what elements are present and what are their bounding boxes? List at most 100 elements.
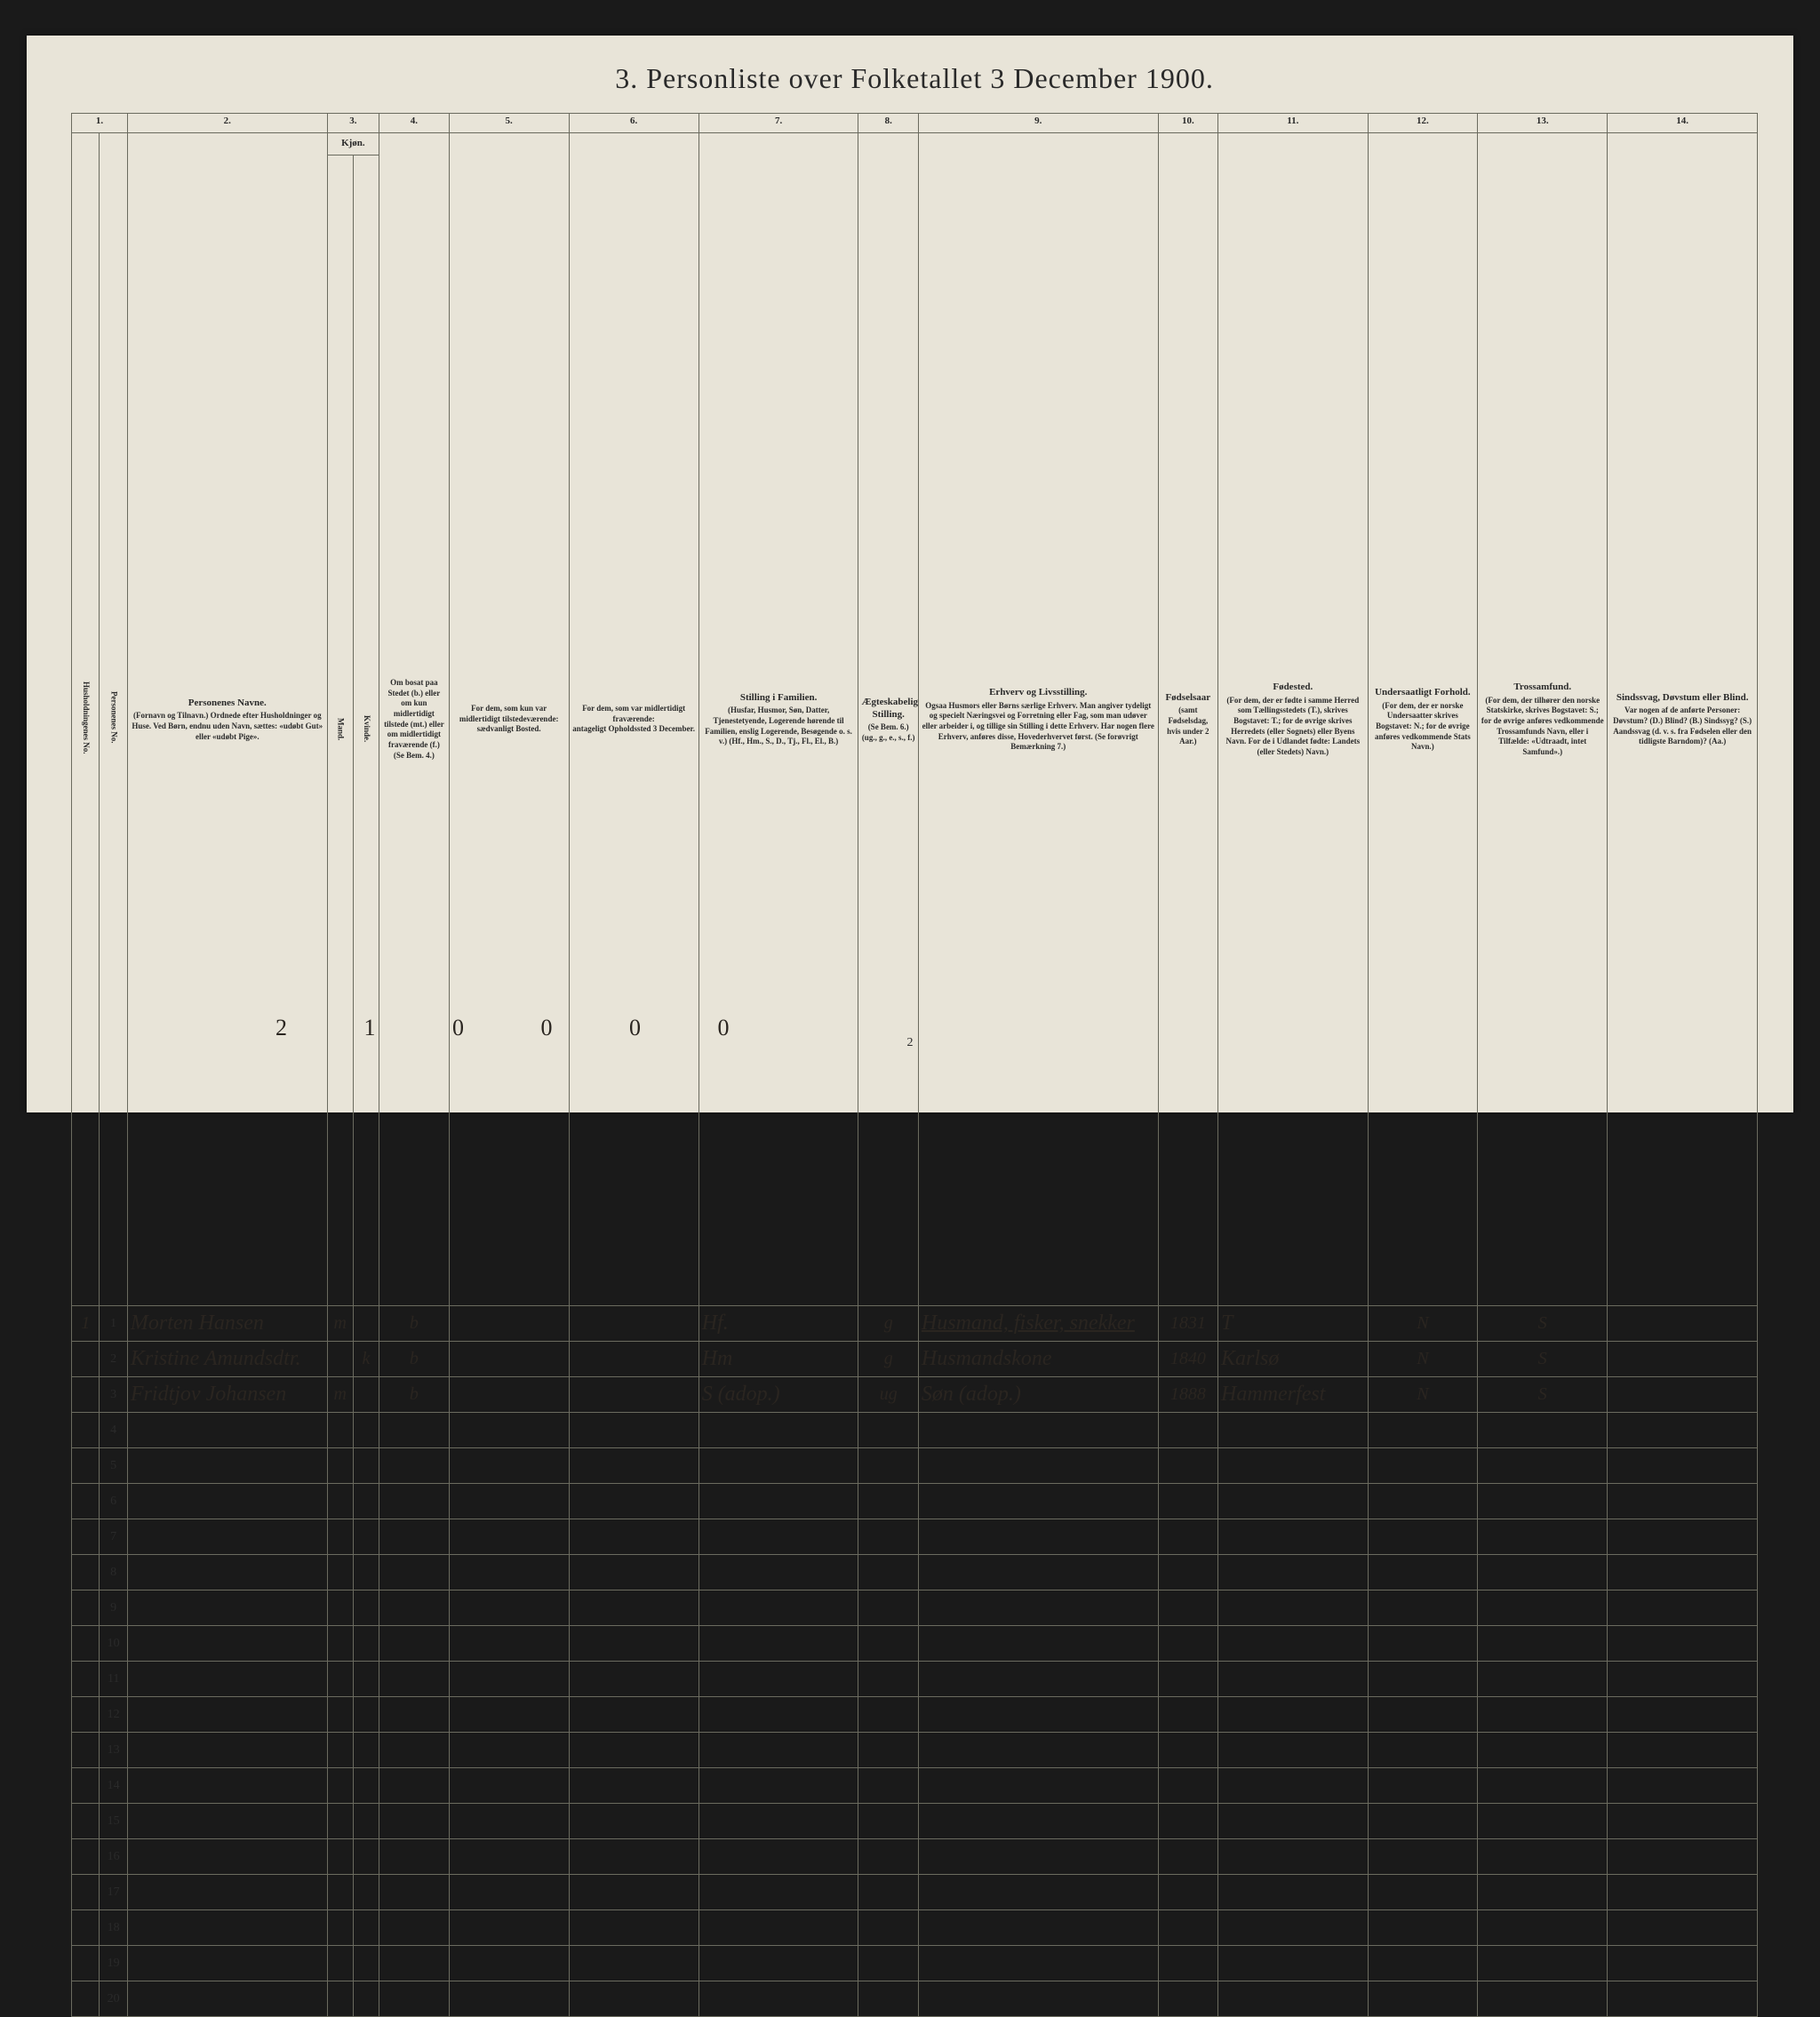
cell-birth-year [1158, 1733, 1217, 1768]
cell-subject [1368, 1519, 1478, 1555]
cell-name [127, 1590, 327, 1626]
cell-occupation [918, 1413, 1158, 1448]
cell-birthplace: Hammerfest [1218, 1377, 1369, 1413]
col-num: 14. [1608, 114, 1758, 133]
table-row: 16 [72, 1839, 1758, 1875]
cell-household-no [72, 1342, 100, 1377]
cell-disability [1608, 1555, 1758, 1590]
cell-household-no [72, 1875, 100, 1910]
cell-temp-present [449, 1697, 569, 1733]
cell-person-no: 9 [100, 1590, 127, 1626]
cell-sex-m [327, 1839, 353, 1875]
col-num: 12. [1368, 114, 1478, 133]
cell-residence [379, 1484, 450, 1519]
cell-sex-m [327, 1768, 353, 1804]
cell-occupation [918, 1590, 1158, 1626]
cell-sex-k [353, 1377, 379, 1413]
cell-subject [1368, 1768, 1478, 1804]
cell-marital [858, 1626, 918, 1662]
cell-person-no: 19 [100, 1946, 127, 1981]
cell-disability [1608, 1448, 1758, 1484]
cell-sex-k [353, 1733, 379, 1768]
cell-sex-m [327, 1875, 353, 1910]
cell-residence [379, 1733, 450, 1768]
cell-person-no: 17 [100, 1875, 127, 1910]
cell-temp-present [449, 1804, 569, 1839]
hdr-family-position: Stilling i Familien. (Husfar, Husmor, Sø… [698, 133, 858, 1306]
cell-birthplace [1218, 1662, 1369, 1697]
cell-temp-present [449, 1590, 569, 1626]
cell-sex-m [327, 1448, 353, 1484]
cell-disability [1608, 1377, 1758, 1413]
table-row: 2Kristine Amundsdtr.kbHmgHusmandskone184… [72, 1342, 1758, 1377]
table-row: 13 [72, 1733, 1758, 1768]
cell-sex-k [353, 1697, 379, 1733]
cell-marital: g [858, 1306, 918, 1342]
cell-household-no: 1 [72, 1306, 100, 1342]
hdr-marital: Ægteskabelig Stilling. (Se Bem. 6.) (ug.… [858, 133, 918, 1306]
cell-temp-absent [569, 1413, 698, 1448]
col-num: 4. [379, 114, 450, 133]
header-row: Husholdningenes No. Personenes No. Perso… [72, 133, 1758, 155]
column-number-row: 1.2.3.4.5.6.7.8.9.10.11.12.13.14. [72, 114, 1758, 133]
cell-residence [379, 1555, 450, 1590]
cell-marital [858, 1555, 918, 1590]
cell-residence [379, 1662, 450, 1697]
cell-disability [1608, 1804, 1758, 1839]
cell-faith: S [1478, 1377, 1608, 1413]
cell-birth-year: 1840 [1158, 1342, 1217, 1377]
cell-sex-k [353, 1626, 379, 1662]
cell-birthplace [1218, 1804, 1369, 1839]
cell-family-position [698, 1910, 858, 1946]
cell-sex-m [327, 1662, 353, 1697]
cell-family-position [698, 1875, 858, 1910]
cell-name [127, 1626, 327, 1662]
cell-temp-absent [569, 1875, 698, 1910]
table-row: 17 [72, 1875, 1758, 1910]
cell-birth-year [1158, 1768, 1217, 1804]
cell-person-no: 18 [100, 1910, 127, 1946]
cell-family-position: Hf. [698, 1306, 858, 1342]
cell-residence [379, 1768, 450, 1804]
footer-tallies: 2 1 0 0 0 0 [275, 1015, 765, 1041]
cell-subject [1368, 1555, 1478, 1590]
table-row: 10 [72, 1626, 1758, 1662]
cell-sex-k: k [353, 1342, 379, 1377]
cell-sex-m: m [327, 1306, 353, 1342]
cell-temp-present [449, 1377, 569, 1413]
cell-temp-absent [569, 1910, 698, 1946]
cell-temp-absent [569, 1626, 698, 1662]
table-row: 6 [72, 1484, 1758, 1519]
table-row: 15 [72, 1804, 1758, 1839]
cell-occupation [918, 1733, 1158, 1768]
cell-birth-year [1158, 1662, 1217, 1697]
cell-birthplace [1218, 1519, 1369, 1555]
cell-subject [1368, 1662, 1478, 1697]
cell-name [127, 1555, 327, 1590]
cell-subject [1368, 1590, 1478, 1626]
cell-birthplace [1218, 1697, 1369, 1733]
cell-family-position [698, 1946, 858, 1981]
cell-temp-present [449, 1875, 569, 1910]
cell-temp-present [449, 1342, 569, 1377]
cell-temp-present [449, 1484, 569, 1519]
cell-name [127, 1413, 327, 1448]
cell-family-position [698, 1697, 858, 1733]
cell-disability [1608, 1662, 1758, 1697]
cell-household-no [72, 1555, 100, 1590]
cell-household-no [72, 1590, 100, 1626]
cell-residence: b [379, 1306, 450, 1342]
hdr-sex-m: Mand. [327, 155, 353, 1306]
cell-faith [1478, 1839, 1608, 1875]
cell-person-no: 12 [100, 1697, 127, 1733]
cell-occupation [918, 1804, 1158, 1839]
cell-birthplace [1218, 1733, 1369, 1768]
cell-person-no: 13 [100, 1733, 127, 1768]
hdr-name: Personenes Navne. (Fornavn og Tilnavn.) … [127, 133, 327, 1306]
cell-marital [858, 1910, 918, 1946]
cell-marital [858, 1768, 918, 1804]
cell-disability [1608, 1910, 1758, 1946]
cell-marital [858, 1875, 918, 1910]
table-row: 11 [72, 1662, 1758, 1697]
cell-occupation: Søn (adop.) [918, 1377, 1158, 1413]
